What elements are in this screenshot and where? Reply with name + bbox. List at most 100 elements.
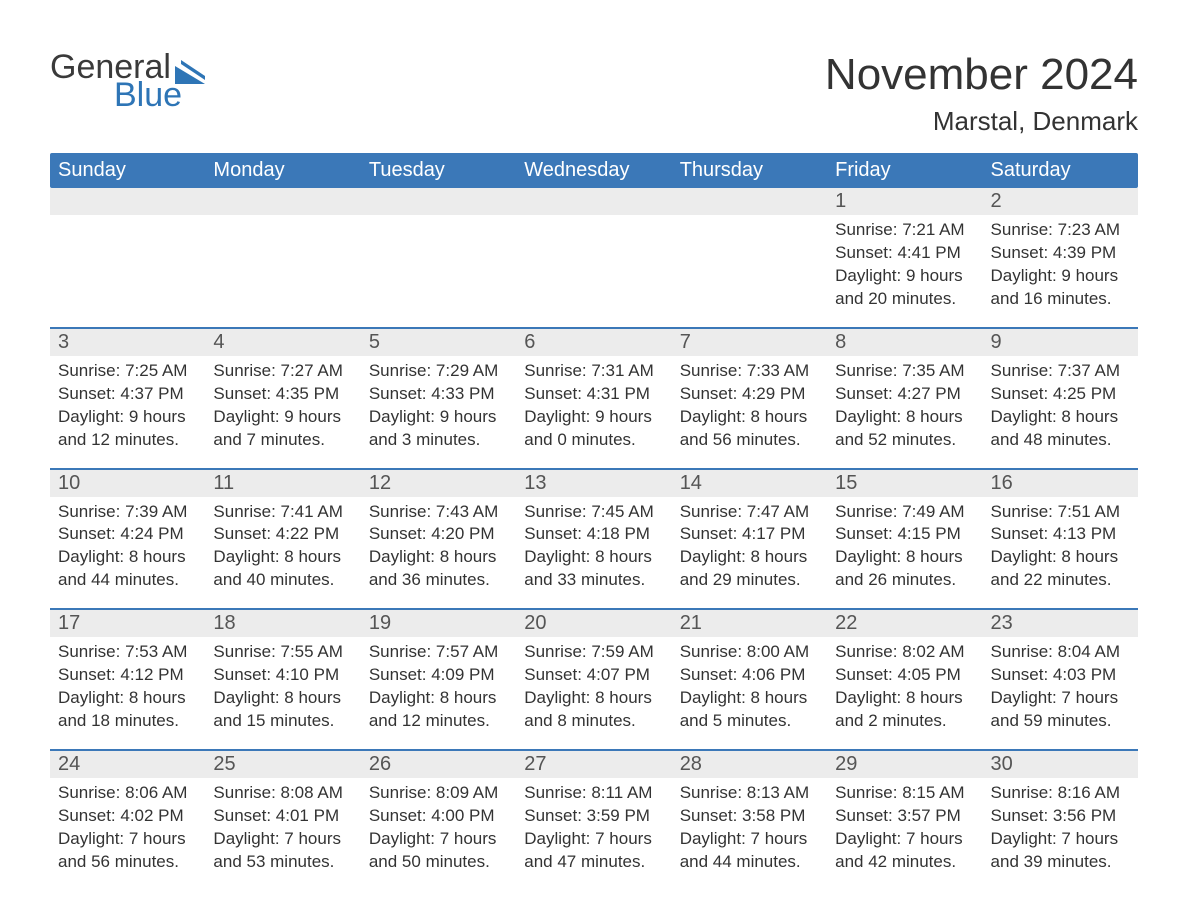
daylight-line-2: and 48 minutes. bbox=[991, 429, 1130, 452]
day-number: 23 bbox=[983, 610, 1138, 637]
sunrise-line: Sunrise: 8:09 AM bbox=[369, 782, 508, 805]
daylight-line-1: Daylight: 7 hours bbox=[213, 828, 352, 851]
weekday-header: Saturday bbox=[983, 153, 1138, 188]
daylight-line-2: and 26 minutes. bbox=[835, 569, 974, 592]
calendar-day: 14Sunrise: 7:47 AMSunset: 4:17 PMDayligh… bbox=[672, 470, 827, 599]
sunrise-line: Sunrise: 7:27 AM bbox=[213, 360, 352, 383]
sunrise-line: Sunrise: 8:11 AM bbox=[524, 782, 663, 805]
daylight-line-1: Daylight: 7 hours bbox=[835, 828, 974, 851]
daylight-line-1: Daylight: 8 hours bbox=[213, 546, 352, 569]
calendar-week: 3Sunrise: 7:25 AMSunset: 4:37 PMDaylight… bbox=[50, 327, 1138, 458]
sunset-line: Sunset: 4:24 PM bbox=[58, 523, 197, 546]
daylight-line-1: Daylight: 8 hours bbox=[835, 687, 974, 710]
daylight-line-2: and 56 minutes. bbox=[58, 851, 197, 874]
sunrise-line: Sunrise: 7:35 AM bbox=[835, 360, 974, 383]
calendar-week: 24Sunrise: 8:06 AMSunset: 4:02 PMDayligh… bbox=[50, 749, 1138, 880]
day-number: 6 bbox=[516, 329, 671, 356]
sunrise-line: Sunrise: 7:21 AM bbox=[835, 219, 974, 242]
day-number: 9 bbox=[983, 329, 1138, 356]
calendar-day: 18Sunrise: 7:55 AMSunset: 4:10 PMDayligh… bbox=[205, 610, 360, 739]
sunset-line: Sunset: 4:18 PM bbox=[524, 523, 663, 546]
sunrise-line: Sunrise: 7:45 AM bbox=[524, 501, 663, 524]
calendar-day bbox=[205, 188, 360, 317]
calendar-body: 1Sunrise: 7:21 AMSunset: 4:41 PMDaylight… bbox=[50, 188, 1138, 880]
daylight-line-2: and 36 minutes. bbox=[369, 569, 508, 592]
daylight-line-2: and 44 minutes. bbox=[680, 851, 819, 874]
day-number bbox=[205, 188, 360, 215]
sunset-line: Sunset: 4:31 PM bbox=[524, 383, 663, 406]
calendar-day bbox=[672, 188, 827, 317]
daylight-line-1: Daylight: 8 hours bbox=[524, 546, 663, 569]
day-number: 4 bbox=[205, 329, 360, 356]
daylight-line-2: and 22 minutes. bbox=[991, 569, 1130, 592]
calendar-day: 21Sunrise: 8:00 AMSunset: 4:06 PMDayligh… bbox=[672, 610, 827, 739]
daylight-line-2: and 56 minutes. bbox=[680, 429, 819, 452]
weekday-header: Friday bbox=[827, 153, 982, 188]
day-number: 24 bbox=[50, 751, 205, 778]
sunset-line: Sunset: 4:01 PM bbox=[213, 805, 352, 828]
sunset-line: Sunset: 4:13 PM bbox=[991, 523, 1130, 546]
daylight-line-2: and 8 minutes. bbox=[524, 710, 663, 733]
daylight-line-2: and 53 minutes. bbox=[213, 851, 352, 874]
daylight-line-2: and 42 minutes. bbox=[835, 851, 974, 874]
calendar-day bbox=[516, 188, 671, 317]
calendar-day: 4Sunrise: 7:27 AMSunset: 4:35 PMDaylight… bbox=[205, 329, 360, 458]
calendar-day: 19Sunrise: 7:57 AMSunset: 4:09 PMDayligh… bbox=[361, 610, 516, 739]
sunrise-line: Sunrise: 7:49 AM bbox=[835, 501, 974, 524]
sunset-line: Sunset: 4:29 PM bbox=[680, 383, 819, 406]
daylight-line-1: Daylight: 9 hours bbox=[991, 265, 1130, 288]
sunrise-line: Sunrise: 7:59 AM bbox=[524, 641, 663, 664]
logo-word-2: Blue bbox=[114, 78, 209, 112]
sunset-line: Sunset: 4:39 PM bbox=[991, 242, 1130, 265]
day-number: 20 bbox=[516, 610, 671, 637]
daylight-line-1: Daylight: 8 hours bbox=[991, 406, 1130, 429]
sunrise-line: Sunrise: 8:04 AM bbox=[991, 641, 1130, 664]
daylight-line-1: Daylight: 7 hours bbox=[369, 828, 508, 851]
sunrise-line: Sunrise: 7:41 AM bbox=[213, 501, 352, 524]
daylight-line-2: and 29 minutes. bbox=[680, 569, 819, 592]
sunrise-line: Sunrise: 8:00 AM bbox=[680, 641, 819, 664]
day-number: 11 bbox=[205, 470, 360, 497]
daylight-line-2: and 12 minutes. bbox=[58, 429, 197, 452]
daylight-line-1: Daylight: 7 hours bbox=[524, 828, 663, 851]
sunrise-line: Sunrise: 7:57 AM bbox=[369, 641, 508, 664]
daylight-line-1: Daylight: 9 hours bbox=[58, 406, 197, 429]
calendar-day: 25Sunrise: 8:08 AMSunset: 4:01 PMDayligh… bbox=[205, 751, 360, 880]
weekday-header: Sunday bbox=[50, 153, 205, 188]
sunrise-line: Sunrise: 8:06 AM bbox=[58, 782, 197, 805]
sunrise-line: Sunrise: 7:25 AM bbox=[58, 360, 197, 383]
sunrise-line: Sunrise: 7:47 AM bbox=[680, 501, 819, 524]
daylight-line-1: Daylight: 8 hours bbox=[835, 546, 974, 569]
daylight-line-1: Daylight: 8 hours bbox=[369, 687, 508, 710]
weekday-header: Wednesday bbox=[516, 153, 671, 188]
day-number: 13 bbox=[516, 470, 671, 497]
daylight-line-1: Daylight: 8 hours bbox=[991, 546, 1130, 569]
logo: General Blue bbox=[50, 50, 209, 112]
calendar-day: 29Sunrise: 8:15 AMSunset: 3:57 PMDayligh… bbox=[827, 751, 982, 880]
calendar-day bbox=[361, 188, 516, 317]
sunrise-line: Sunrise: 7:39 AM bbox=[58, 501, 197, 524]
sunrise-line: Sunrise: 7:37 AM bbox=[991, 360, 1130, 383]
sunrise-line: Sunrise: 7:43 AM bbox=[369, 501, 508, 524]
sunrise-line: Sunrise: 7:23 AM bbox=[991, 219, 1130, 242]
calendar-day: 13 Sunrise: 7:45 AMSunset: 4:18 PMDayligh… bbox=[516, 470, 671, 599]
day-number bbox=[516, 188, 671, 215]
day-number: 8 bbox=[827, 329, 982, 356]
daylight-line-2: and 7 minutes. bbox=[213, 429, 352, 452]
day-number: 3 bbox=[50, 329, 205, 356]
location-subtitle: Marstal, Denmark bbox=[825, 106, 1138, 137]
daylight-line-1: Daylight: 9 hours bbox=[369, 406, 508, 429]
daylight-line-2: and 5 minutes. bbox=[680, 710, 819, 733]
calendar-day: 6Sunrise: 7:31 AMSunset: 4:31 PMDaylight… bbox=[516, 329, 671, 458]
calendar-day: 20Sunrise: 7:59 AMSunset: 4:07 PMDayligh… bbox=[516, 610, 671, 739]
daylight-line-2: and 0 minutes. bbox=[524, 429, 663, 452]
daylight-line-2: and 33 minutes. bbox=[524, 569, 663, 592]
sunset-line: Sunset: 4:03 PM bbox=[991, 664, 1130, 687]
sunset-line: Sunset: 4:00 PM bbox=[369, 805, 508, 828]
daylight-line-1: Daylight: 9 hours bbox=[524, 406, 663, 429]
sunset-line: Sunset: 4:06 PM bbox=[680, 664, 819, 687]
sunset-line: Sunset: 4:05 PM bbox=[835, 664, 974, 687]
daylight-line-1: Daylight: 7 hours bbox=[58, 828, 197, 851]
calendar-day: 5Sunrise: 7:29 AMSunset: 4:33 PMDaylight… bbox=[361, 329, 516, 458]
day-number: 1 bbox=[827, 188, 982, 215]
